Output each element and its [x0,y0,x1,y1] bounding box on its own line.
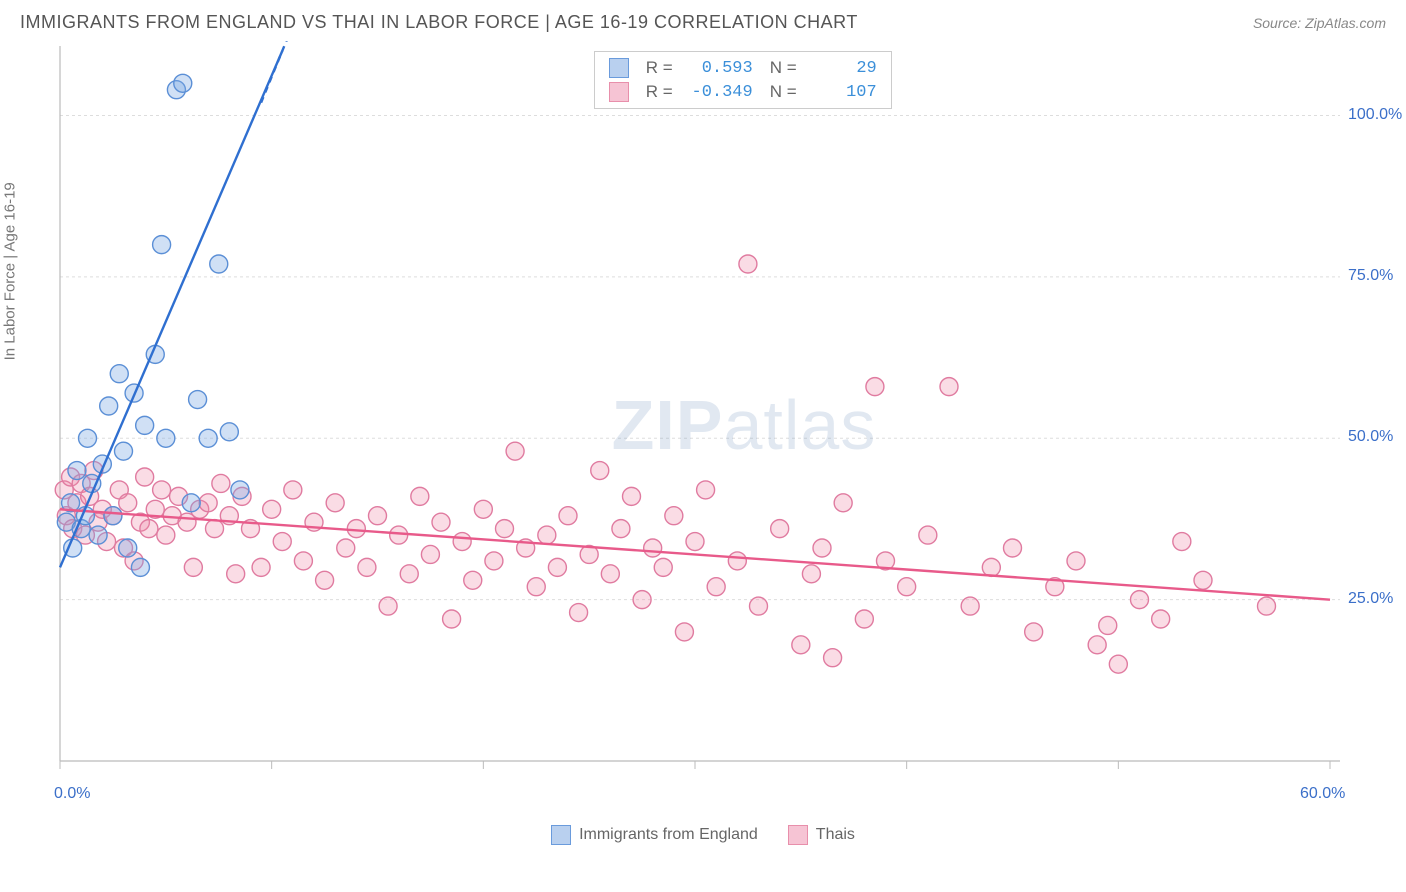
stat-N-label-1: N = [763,82,797,102]
stat-N-label-0: N = [763,58,797,78]
legend-item-1: Thais [788,825,855,845]
scatter-plot-svg [20,41,1350,801]
stat-swatch-1 [609,82,629,102]
stat-R-label-1: R = [639,82,673,102]
stat-N-value-1: 107 [807,83,877,102]
chart-area: In Labor Force | Age 16-19 ZIPatlas R = … [20,41,1386,841]
chart-header: IMMIGRANTS FROM ENGLAND VS THAI IN LABOR… [0,0,1406,41]
y-tick-label: 75.0% [1348,267,1393,285]
legend-label-1: Thais [816,826,855,843]
legend-swatch-1 [788,825,808,845]
stat-N-value-0: 29 [807,59,877,78]
stat-row-series-0: R = 0.593 N = 29 [595,56,891,80]
correlation-stat-box: R = 0.593 N = 29 R = -0.349 N = 107 [594,51,892,109]
stat-R-label-0: R = [639,58,673,78]
y-tick-label: 50.0% [1348,428,1393,446]
stat-R-value-1: -0.349 [683,83,753,102]
y-tick-label: 25.0% [1348,590,1393,608]
legend-item-0: Immigrants from England [551,825,758,845]
y-tick-label: 100.0% [1348,106,1402,124]
stat-R-value-0: 0.593 [683,59,753,78]
legend-swatch-0 [551,825,571,845]
stat-row-series-1: R = -0.349 N = 107 [595,80,891,104]
y-axis-label: In Labor Force | Age 16-19 [2,182,19,360]
legend-label-0: Immigrants from England [579,826,758,843]
bottom-legend: Immigrants from England Thais [20,825,1386,845]
stat-swatch-0 [609,58,629,78]
x-axis-left-label: 0.0% [54,785,90,803]
x-axis-right-label: 60.0% [1300,785,1345,803]
chart-title: IMMIGRANTS FROM ENGLAND VS THAI IN LABOR… [20,12,858,33]
chart-source: Source: ZipAtlas.com [1253,15,1386,31]
